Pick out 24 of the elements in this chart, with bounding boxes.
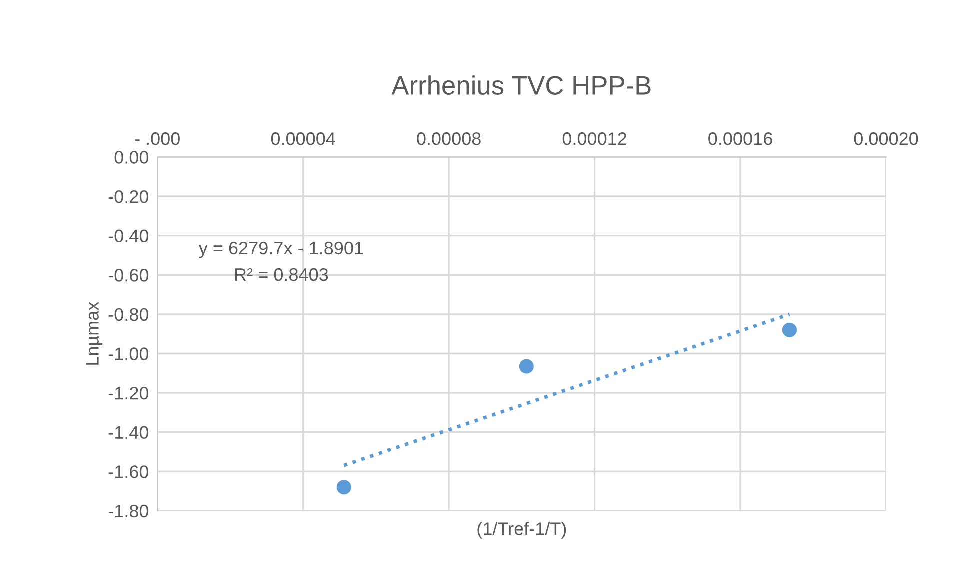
y-tick-label: -1.80 [108,504,149,518]
x-tick-label: 0.00016 [708,132,772,146]
y-tick-label: -1.20 [108,386,149,400]
point [519,359,534,374]
y-tick-label: -0.40 [108,230,149,243]
x-tick-label: 0.00020 [854,132,918,146]
y-axis-title: Lnµmax [86,302,103,365]
x-tick-label: - .000 [135,132,180,146]
point [782,322,797,338]
annotation: y = 6279.7x - 1.8901 [198,242,364,258]
y-tick-label: -0.80 [108,308,149,322]
y-tick-label: -1.60 [108,466,149,478]
y-tick-label: -0.60 [108,269,149,282]
y-tick-label: -1.00 [108,348,149,360]
x-tick-label: 0.00012 [562,132,627,146]
x-axis-title: (1/Tref-1/T) [478,522,566,539]
x-tick-label: 0.00004 [271,132,336,146]
y-tick-label: -0.20 [108,190,149,204]
y-tick-label: -1.40 [108,426,149,440]
y-tick-label: 0.00 [114,151,149,164]
x-tick-label: 0.00008 [417,132,481,146]
point [336,480,352,495]
annotation: R² = 0.8403 [236,268,328,282]
chart-title: Arrhenius TVC HPP-B [392,76,651,95]
